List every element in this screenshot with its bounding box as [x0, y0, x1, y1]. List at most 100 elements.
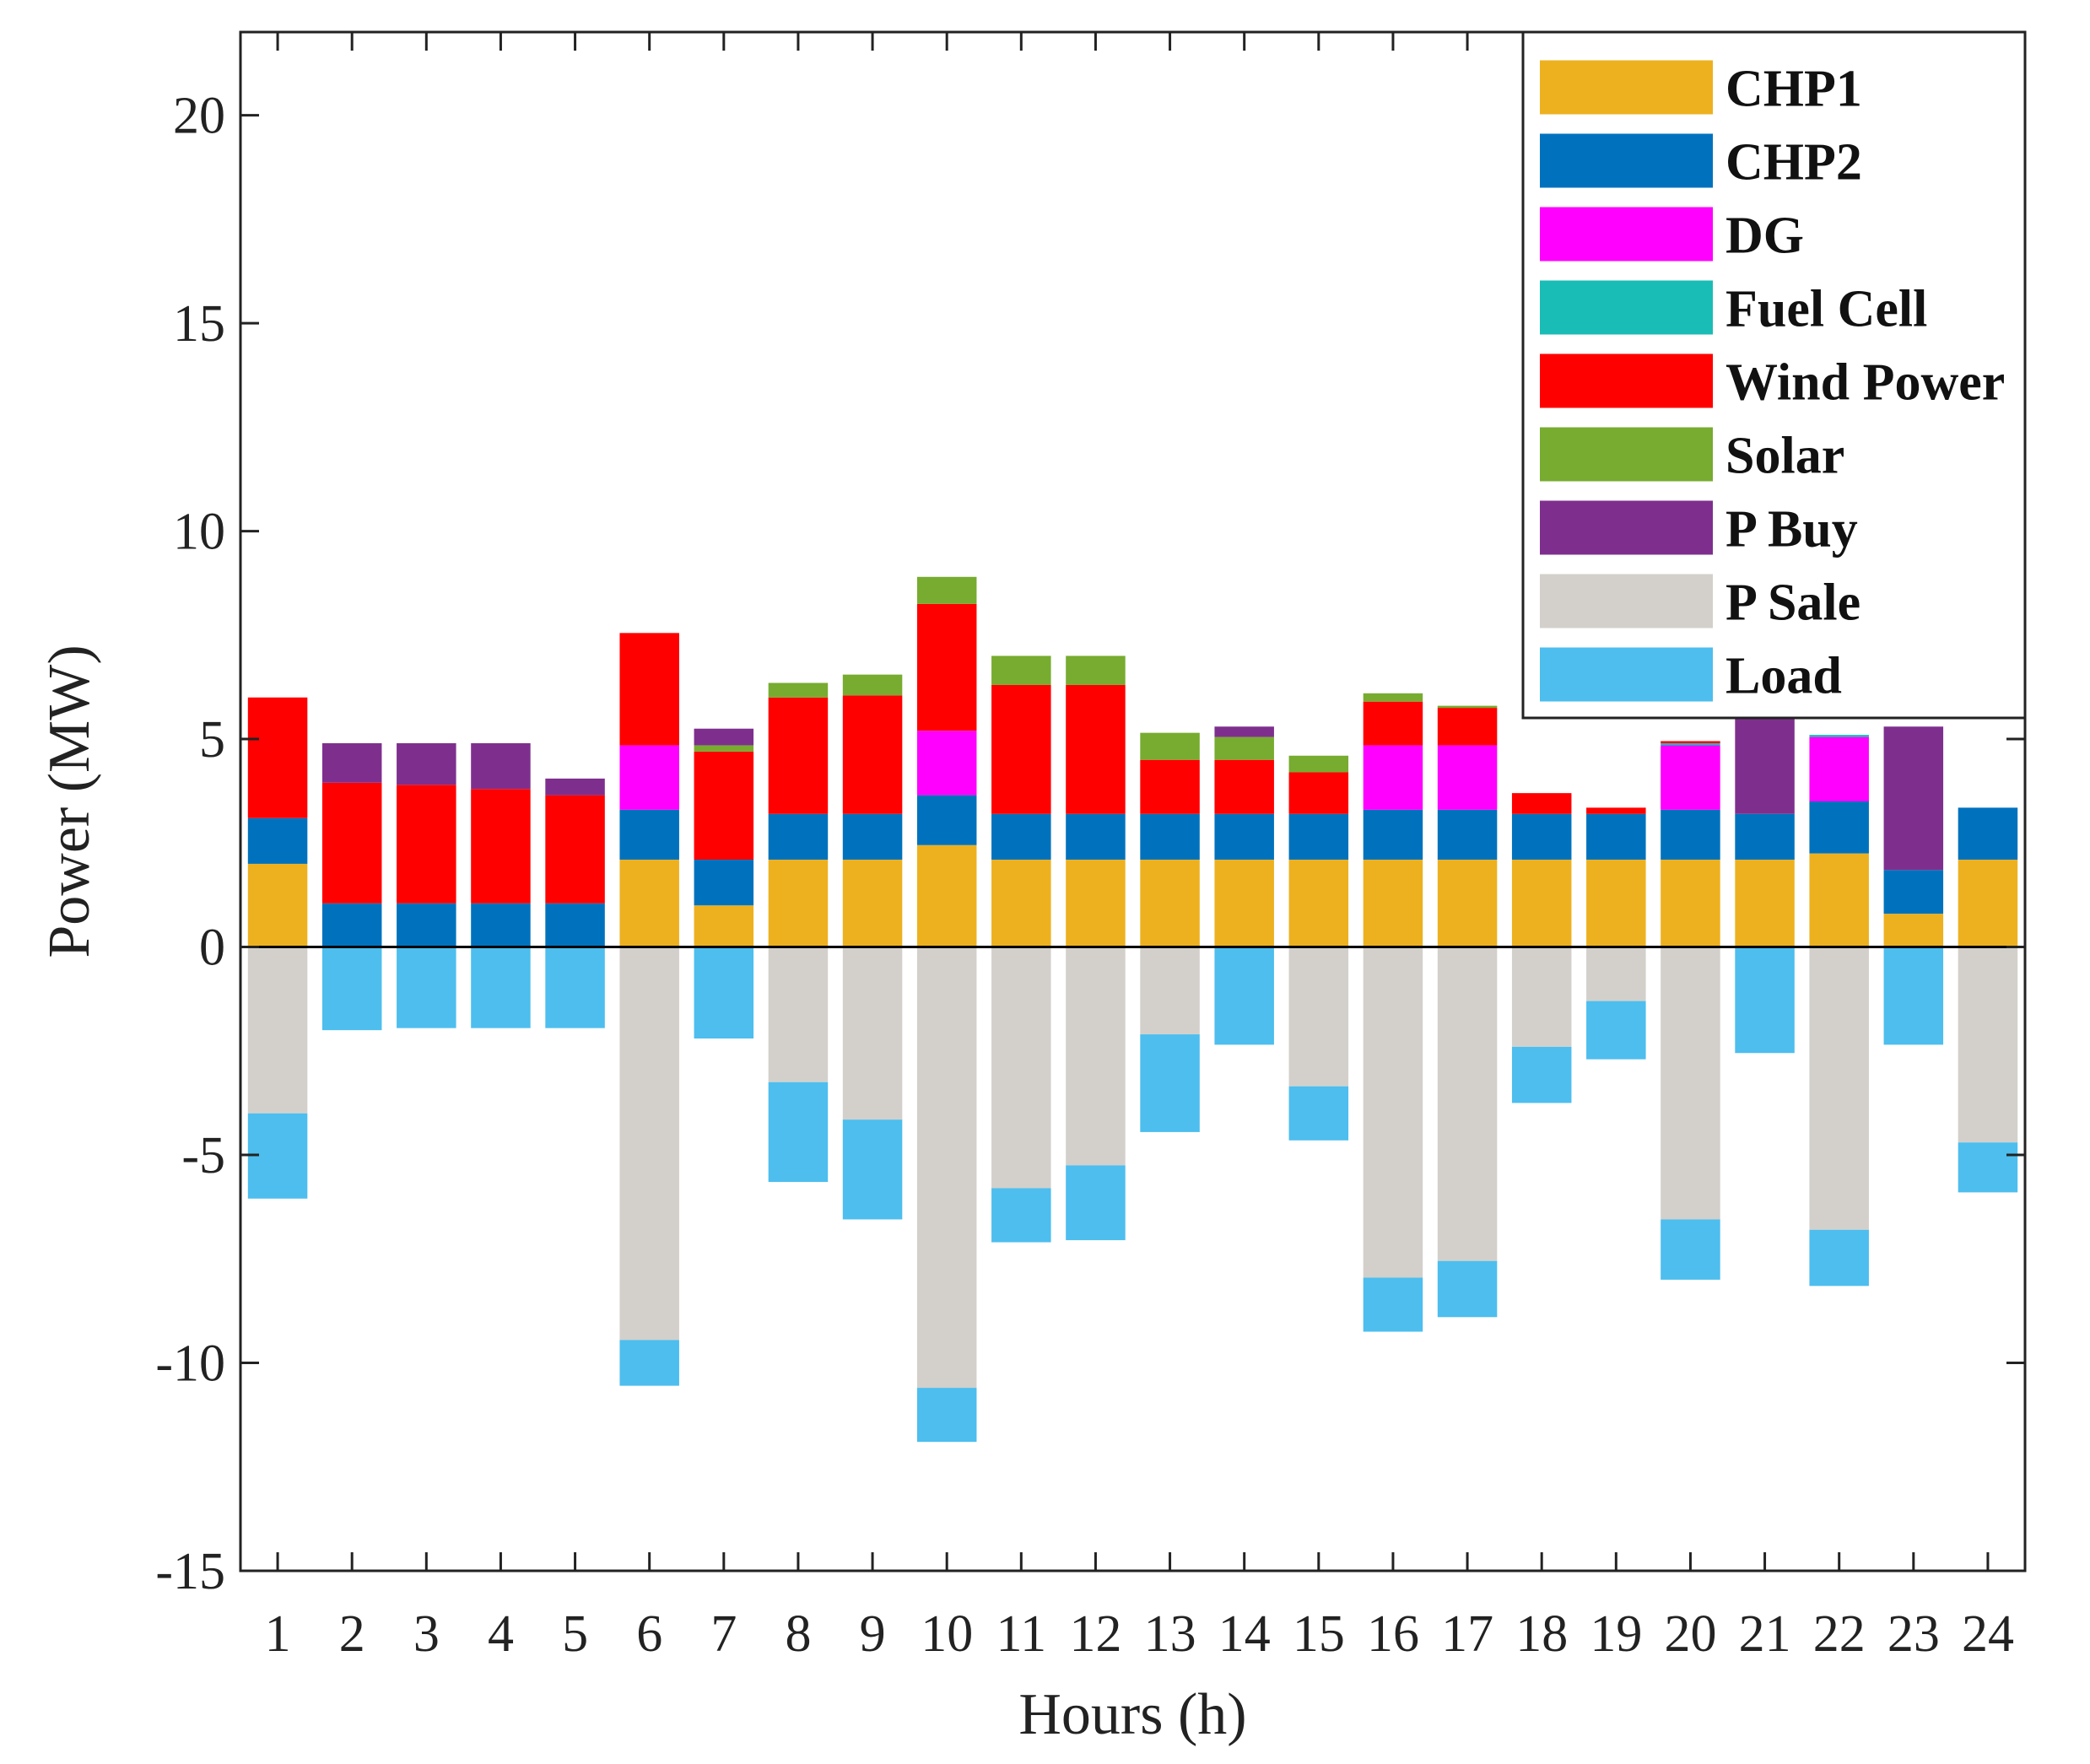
bar-chp2-h6 [619, 809, 679, 860]
bar-chp2-h24 [1958, 807, 2018, 860]
x-tick-label: 21 [1739, 1605, 1791, 1663]
bar-solar-h9 [842, 674, 903, 696]
legend-label-chp1: CHP1 [1725, 61, 1862, 118]
bar-p-sale-h6 [619, 947, 679, 1341]
bar-p-sale-h12 [1066, 947, 1126, 1166]
bar-chp1-h17 [1437, 860, 1498, 947]
bar-solar-h10 [916, 576, 977, 604]
bar-p-sale-h11 [991, 947, 1051, 1189]
legend-swatch-solar [1540, 427, 1713, 482]
bar-load-h20 [1661, 1219, 1720, 1280]
bar-wind-power-h20 [1661, 741, 1720, 743]
x-tick-label: 2 [339, 1605, 365, 1663]
bar-load-h5 [545, 947, 605, 1028]
bar-load-h17 [1437, 1260, 1498, 1318]
bar-solar-h14 [1214, 736, 1274, 760]
x-tick-label: 4 [488, 1605, 514, 1663]
bar-chp1-h14 [1214, 860, 1274, 947]
bar-p-buy-h21 [1735, 714, 1795, 814]
bar-p-buy-h23 [1883, 726, 1944, 871]
x-tick-label: 3 [413, 1605, 440, 1663]
bar-solar-h12 [1066, 655, 1126, 685]
x-tick-label: 8 [785, 1605, 811, 1663]
y-tick-label: -5 [181, 1127, 225, 1184]
legend-swatch-fuel-cell [1540, 280, 1713, 335]
legend-label-dg: DG [1725, 208, 1804, 265]
bar-load-h18 [1511, 1046, 1572, 1103]
bar-chp1-h24 [1958, 860, 2018, 947]
bar-chp1-h12 [1066, 860, 1126, 947]
bar-chp2-h4 [471, 903, 531, 947]
legend-label-solar: Solar [1725, 428, 1844, 485]
y-axis-title: Power (MW) [37, 645, 102, 958]
bar-wind-power-h19 [1586, 807, 1646, 814]
bars-layer [247, 576, 2018, 1443]
bar-load-h9 [842, 1119, 903, 1220]
bar-wind-power-h13 [1140, 759, 1200, 814]
bar-chp1-h15 [1288, 860, 1349, 947]
bar-chp2-h12 [1066, 813, 1126, 860]
bar-chp2-h10 [916, 795, 977, 845]
bar-p-sale-h18 [1511, 947, 1572, 1047]
bar-chp1-h9 [842, 860, 903, 947]
x-tick-label: 18 [1515, 1605, 1568, 1663]
bar-load-h12 [1066, 1165, 1126, 1241]
bar-fuel-cell-h22 [1809, 735, 1869, 737]
bar-p-buy-h7 [694, 728, 754, 746]
bar-chp1-h7 [694, 905, 754, 947]
bar-chp2-h20 [1661, 809, 1720, 860]
bar-wind-power-h9 [842, 695, 903, 814]
bar-load-h11 [991, 1188, 1051, 1243]
bar-dg-h16 [1363, 745, 1423, 810]
bar-load-h4 [471, 947, 531, 1028]
bar-load-h3 [397, 947, 456, 1028]
bar-chp2-h11 [991, 813, 1051, 860]
legend-swatch-chp1 [1540, 60, 1713, 115]
bar-p-buy-h5 [545, 778, 605, 796]
bar-wind-power-h8 [768, 697, 829, 814]
bar-chp2-h21 [1735, 813, 1795, 860]
bar-solar-h15 [1288, 755, 1349, 773]
bar-solar-h8 [768, 682, 829, 698]
bar-chp2-h9 [842, 813, 903, 860]
legend-label-wind-power: Wind Power [1725, 354, 2005, 412]
x-axis-title: Hours (h) [1018, 1682, 1246, 1747]
bar-wind-power-h18 [1511, 793, 1572, 814]
bar-p-sale-h8 [768, 947, 829, 1082]
bar-chp2-h18 [1511, 813, 1572, 860]
bar-wind-power-h16 [1363, 701, 1423, 746]
bar-chp2-h14 [1214, 813, 1274, 860]
bar-chp1-h18 [1511, 860, 1572, 947]
bar-chp1-h22 [1809, 853, 1869, 947]
bar-dg-h10 [916, 731, 977, 796]
bar-p-sale-h17 [1437, 947, 1498, 1261]
bar-wind-power-h12 [1066, 684, 1126, 814]
bar-load-h21 [1735, 947, 1795, 1054]
bar-wind-power-h5 [545, 795, 605, 904]
bar-p-buy-h4 [471, 742, 531, 790]
y-tick-label: 10 [173, 504, 225, 561]
legend-swatch-p-sale [1540, 574, 1713, 628]
bar-solar-h11 [991, 655, 1051, 685]
bar-chp2-h22 [1809, 801, 1869, 854]
x-tick-label: 9 [860, 1605, 886, 1663]
bar-wind-power-h4 [471, 789, 531, 904]
x-tick-label: 23 [1887, 1605, 1940, 1663]
legend: CHP1 CHP2 DG Fuel Cell Wind Power Solar P Buy P… [1521, 30, 2027, 720]
bar-wind-power-h15 [1288, 772, 1349, 814]
bar-chp2-h13 [1140, 813, 1200, 860]
bar-load-h23 [1883, 947, 1944, 1045]
bar-chp1-h21 [1735, 860, 1795, 947]
bar-load-h7 [694, 947, 754, 1038]
bar-p-sale-h20 [1661, 947, 1720, 1220]
y-tick-label: 0 [199, 920, 225, 977]
bar-chp2-h7 [694, 860, 754, 906]
bar-load-h16 [1363, 1277, 1423, 1332]
bar-load-h19 [1586, 1001, 1646, 1060]
y-tick-label: 5 [199, 711, 225, 769]
bar-wind-power-h2 [321, 782, 382, 904]
bar-p-sale-h22 [1809, 947, 1869, 1230]
bar-load-h14 [1214, 947, 1274, 1045]
bar-load-h2 [321, 947, 382, 1031]
